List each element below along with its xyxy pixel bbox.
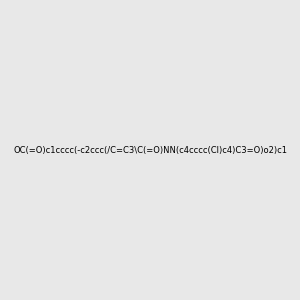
- Text: OC(=O)c1cccc(-c2ccc(/C=C3\C(=O)NN(c4cccc(Cl)c4)C3=O)o2)c1: OC(=O)c1cccc(-c2ccc(/C=C3\C(=O)NN(c4cccc…: [13, 146, 287, 154]
